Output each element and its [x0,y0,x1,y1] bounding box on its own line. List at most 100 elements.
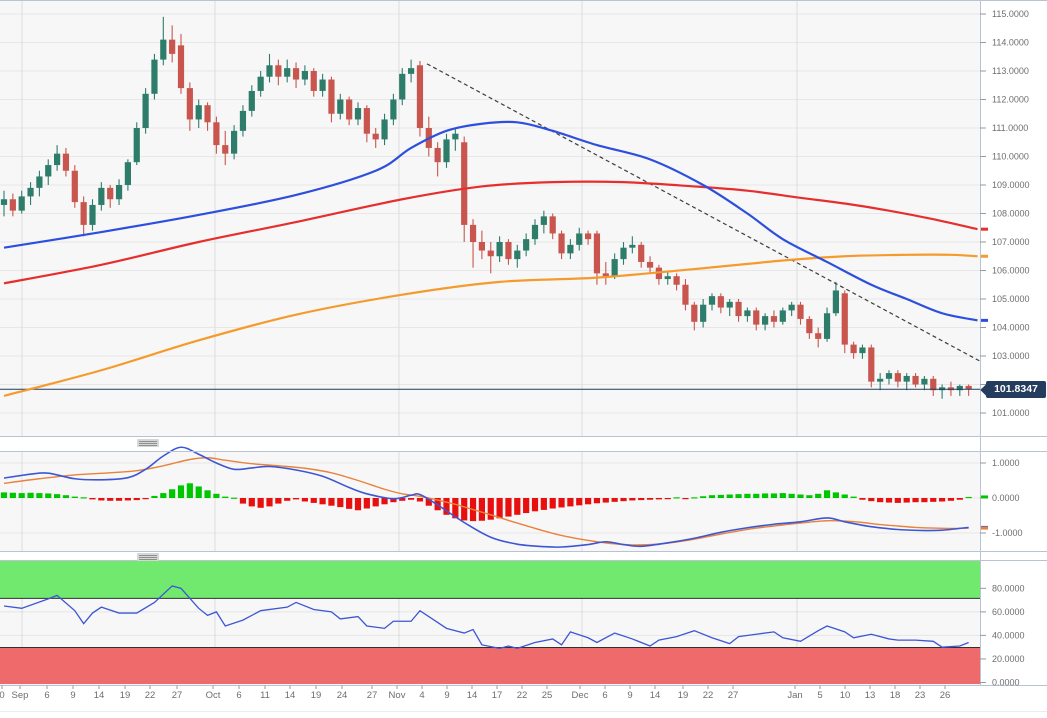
macd-axis-tick-label: 0.0000 [992,493,1020,503]
candle [266,53,273,83]
macd-histogram-bar [266,498,273,507]
macd-histogram-bar [885,498,893,503]
macd-histogram-bar [133,498,140,501]
macd-histogram-bar [231,497,238,499]
macd-histogram-bar [496,498,503,519]
macd-histogram-bar [195,486,202,498]
candle [832,281,839,317]
macd-histogram-bar [514,498,521,515]
candle [354,102,362,126]
macd-histogram-bar [691,497,698,499]
time-axis-label: 22 [145,690,156,701]
macd-histogram-bar [9,492,16,498]
candle [753,307,760,331]
candle [337,93,344,120]
macd-histogram-bar [664,498,671,500]
macd-histogram-bar [779,493,786,498]
macd-histogram-bar [107,498,114,501]
time-axis-label: 9 [70,690,75,701]
price-axis-tick-label: 105.0000 [992,294,1030,304]
candle [346,96,353,126]
time-axis-label: 27 [728,690,739,701]
time-axis-label: Nov [389,690,406,701]
macd-histogram-bar [310,498,317,503]
candle [54,145,61,171]
sma-100-line [3,180,978,285]
macd-histogram-bar [169,489,176,498]
macd-histogram-bar [823,490,831,498]
candle [292,62,300,89]
macd-histogram-bar [248,498,255,507]
candle [381,113,388,146]
macd-histogram-bar [788,493,795,498]
macd-histogram-bar [160,493,167,498]
pane-resize-handle-macd[interactable] [137,439,159,447]
candle [0,190,8,217]
macd-histogram-bar [735,494,742,498]
time-axis-label: 9 [627,690,632,701]
stoch-axis-tick-label: 40.0000 [992,630,1025,640]
macd-histogram-bar [638,498,645,501]
candle [142,88,149,134]
candle [700,299,707,328]
candle [151,53,158,100]
macd-histogram-bar [585,498,592,505]
macd-signal-line [3,457,969,546]
stoch-plot-surface[interactable] [0,560,980,685]
candle [514,244,521,268]
candle [363,105,370,143]
candle [921,375,928,391]
time-axis-label: 6 [236,690,241,701]
candle [523,233,530,257]
candle [620,242,627,265]
macd-histogram-bar [80,497,87,499]
macd-histogram-bar [408,498,415,500]
time-axis[interactable]: 0 Sep 6 9 14 19 22 27 Oct 6 11 14 19 24 27 Nov 4 9 14 17 22 2… [0,685,950,702]
macd-histogram-bar [354,498,362,511]
macd-histogram-bar [337,498,344,508]
macd-histogram-bar [319,498,326,505]
time-axis-label: 0 [0,690,5,701]
macd-histogram-bar [301,498,308,502]
candle [487,242,494,274]
main-plot-surface[interactable] [0,0,980,436]
macd-line [3,446,969,548]
candle [160,16,167,66]
candle [248,85,255,117]
axis-marker-hist_pos [981,495,988,499]
time-axis-label: 6 [44,690,49,701]
last-price-badge: 101.8347 [980,381,1046,398]
macd-histogram-bar [416,498,424,502]
candle [646,256,654,274]
candle [779,307,786,325]
macd-histogram-bar [965,496,972,499]
macd-histogram-bar [443,498,450,515]
macd-histogram-bar [558,498,565,508]
candle [434,142,441,177]
candle [593,230,601,285]
candle [239,105,247,137]
macd-histogram-bar [523,498,530,514]
candle [611,253,618,280]
price-axis[interactable]: 115.0000 114.0000 113.0000 112.0000 111.0000… [980,9,1030,688]
time-axis-label: 6 [602,690,607,701]
candle [576,227,583,251]
candle [841,290,848,354]
candle [806,316,813,339]
macd-histogram-bar [682,498,689,500]
candle [98,182,105,211]
sma-200-line [3,253,978,397]
macd-histogram-bar [841,494,848,498]
macd-panel-series [0,446,972,548]
candle [177,33,185,94]
macd-histogram-bar [239,498,247,504]
macd-histogram-bar [700,496,707,498]
pane-resize-handle-oscillator[interactable] [137,553,159,561]
candle [673,273,680,291]
macd-histogram-bar [611,498,618,502]
macd-histogram-bar [292,498,300,500]
candle [372,128,379,148]
